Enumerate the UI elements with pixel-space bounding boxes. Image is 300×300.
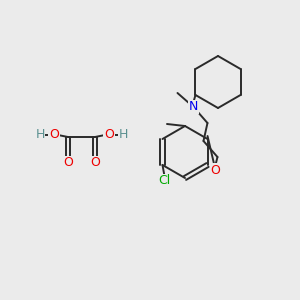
Text: O: O bbox=[90, 157, 100, 169]
Text: N: N bbox=[189, 100, 198, 113]
Text: O: O bbox=[104, 128, 114, 142]
Text: O: O bbox=[211, 164, 220, 176]
Text: O: O bbox=[63, 157, 73, 169]
Text: H: H bbox=[118, 128, 128, 142]
Text: O: O bbox=[49, 128, 59, 142]
Text: Cl: Cl bbox=[158, 175, 171, 188]
Text: H: H bbox=[35, 128, 45, 142]
